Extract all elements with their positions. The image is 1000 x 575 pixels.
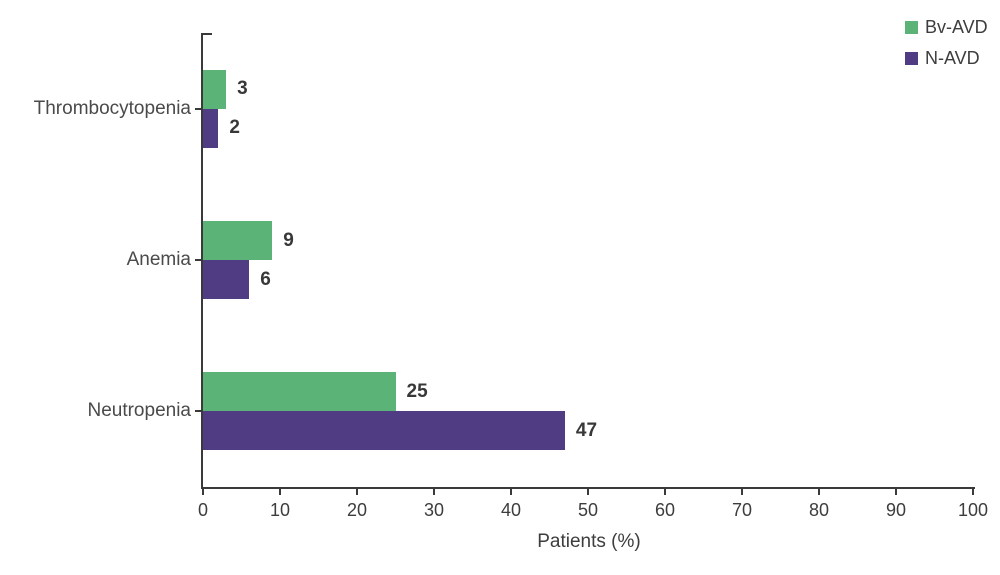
y-axis-line xyxy=(201,33,203,489)
x-axis-tick-label: 10 xyxy=(269,500,291,520)
bar-n-avd xyxy=(203,411,565,451)
category-label: Anemia xyxy=(126,249,191,270)
x-axis-tick-label: 60 xyxy=(654,500,676,520)
x-axis-tick-label: 100 xyxy=(957,500,989,520)
bar-value-label: 6 xyxy=(260,268,271,290)
x-axis-tick xyxy=(818,487,820,495)
bar-n-avd xyxy=(203,108,219,148)
legend-swatch-bv-avd-icon xyxy=(905,21,918,34)
bar-value-label: 9 xyxy=(283,229,294,251)
category-label: Neutropenia xyxy=(87,400,191,422)
bar-bv-avd xyxy=(203,372,396,412)
bar-bv-avd xyxy=(203,221,273,260)
x-axis-tick xyxy=(510,487,512,495)
x-axis-tick-label: 30 xyxy=(423,500,445,520)
x-axis-tick xyxy=(587,487,589,495)
x-axis-tick xyxy=(895,487,897,495)
x-axis-tick xyxy=(433,487,435,495)
bar-value-label: 3 xyxy=(237,78,248,100)
x-axis-tick xyxy=(664,487,666,495)
legend: Bv-AVD N-AVD xyxy=(905,17,988,68)
legend-item-n-avd: N-AVD xyxy=(905,48,988,68)
bar-n-avd xyxy=(203,260,250,299)
x-axis-tick-label: 70 xyxy=(731,500,753,520)
x-axis-tick-label: 80 xyxy=(808,500,830,520)
bar-bv-avd xyxy=(203,69,227,109)
x-axis-tick xyxy=(202,487,204,495)
category-tick xyxy=(195,259,201,261)
x-axis-tick-label: 40 xyxy=(500,500,522,520)
x-axis-title: Patients (%) xyxy=(537,531,641,552)
category-label: Thrombocytopenia xyxy=(33,97,191,119)
x-axis-tick-label: 90 xyxy=(885,500,907,520)
category-tick xyxy=(195,107,201,110)
category-tick xyxy=(195,410,201,413)
x-axis-tick xyxy=(972,487,974,495)
legend-label-bv-avd: Bv-AVD xyxy=(925,17,988,37)
x-axis-tick xyxy=(279,487,281,495)
x-axis-tick xyxy=(356,487,358,495)
x-axis-tick-label: 50 xyxy=(577,500,599,520)
legend-swatch-n-avd-icon xyxy=(905,52,918,65)
bar-value-label: 47 xyxy=(575,419,598,441)
legend-label-n-avd: N-AVD xyxy=(925,48,980,68)
x-axis-tick-label: 20 xyxy=(346,500,368,520)
legend-item-bv-avd: Bv-AVD xyxy=(905,17,988,37)
y-axis-top-tick xyxy=(201,33,212,35)
bar-value-label: 2 xyxy=(229,117,240,139)
x-axis-tick xyxy=(741,487,743,495)
x-axis-tick-label: 0 xyxy=(197,500,208,520)
bar-value-label: 25 xyxy=(406,380,428,402)
